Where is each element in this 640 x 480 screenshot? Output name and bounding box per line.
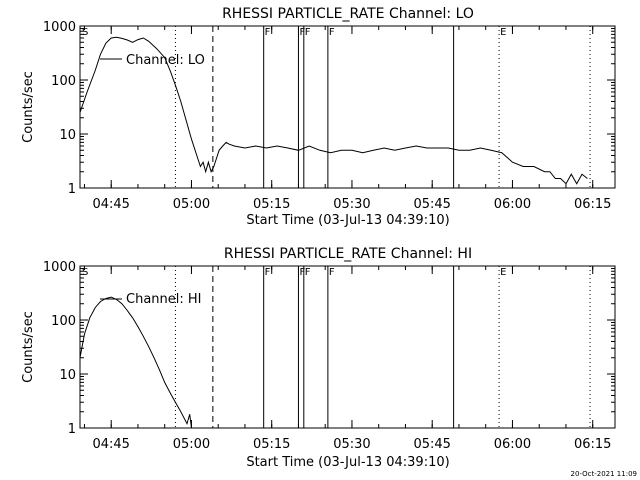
marker-label: E bbox=[500, 27, 506, 38]
marker-label: F bbox=[329, 27, 335, 38]
x-tick-label: 06:00 bbox=[494, 437, 531, 452]
marker-label: F bbox=[265, 27, 271, 38]
x-axis-label-hi: Start Time (03-Jul-13 04:39:10) bbox=[246, 455, 449, 470]
x-tick-label: 06:00 bbox=[494, 197, 531, 212]
y-tick-label: 10 bbox=[59, 128, 76, 143]
footer-timestamp: 20-Oct-2021 11:09 bbox=[571, 470, 637, 478]
series-lo bbox=[80, 36, 588, 185]
marker-label: F bbox=[329, 267, 335, 278]
plot-frame-lo bbox=[79, 25, 616, 189]
x-axis-label-lo: Start Time (03-Jul-13 04:39:10) bbox=[246, 213, 449, 228]
y-axis-label-lo: Counts/sec bbox=[21, 71, 36, 143]
x-tick-label: 05:30 bbox=[333, 437, 370, 452]
y-tick-label: 1000 bbox=[43, 20, 76, 35]
y-tick-label: 10 bbox=[59, 368, 76, 383]
x-tick-label: 06:15 bbox=[574, 197, 611, 212]
panel-hi: RHESSI PARTICLE_RATE Channel: HI Start T… bbox=[21, 246, 616, 470]
marker-label: F bbox=[305, 27, 311, 38]
x-tick-label: 05:15 bbox=[253, 437, 290, 452]
x-tick-label: 05:15 bbox=[253, 197, 290, 212]
marker-label: F bbox=[265, 267, 271, 278]
x-tick-label: 05:45 bbox=[413, 437, 450, 452]
series-line bbox=[80, 296, 192, 428]
marker-label: F bbox=[305, 267, 311, 278]
x-ticks-hi: 04:45 05:00 05:15 05:30 05:45 06:00 06:15 bbox=[83, 266, 611, 452]
y-tick-label: 1000 bbox=[43, 260, 76, 275]
marker-label: E bbox=[500, 267, 506, 278]
y-axis-label-hi: Counts/sec bbox=[21, 311, 36, 383]
plot-frame-hi bbox=[79, 265, 616, 429]
legend-label-hi: Channel: HI bbox=[126, 292, 202, 307]
y-tick-label: 100 bbox=[51, 314, 76, 329]
marker-label: F bbox=[299, 267, 305, 278]
chart-title-hi: RHESSI PARTICLE_RATE Channel: HI bbox=[224, 246, 472, 262]
start-marker-lo: S bbox=[82, 27, 88, 38]
series-line bbox=[80, 36, 588, 185]
y-tick-label: 100 bbox=[51, 74, 76, 89]
y-ticks-lo: 1 10 100 1000 bbox=[43, 20, 615, 197]
x-tick-label: 04:45 bbox=[92, 197, 129, 212]
x-ticks-lo: 04:45 05:00 05:15 05:30 05:45 06:00 06:15 bbox=[83, 26, 611, 212]
x-tick-label: 05:00 bbox=[173, 197, 210, 212]
x-tick-label: 04:45 bbox=[92, 437, 129, 452]
marker-label: F bbox=[299, 27, 305, 38]
chart-title-lo: RHESSI PARTICLE_RATE Channel: LO bbox=[222, 6, 474, 22]
y-tick-label: 1 bbox=[68, 422, 76, 437]
x-tick-label: 06:15 bbox=[574, 437, 611, 452]
y-ticks-hi: 1 10 100 1000 bbox=[43, 260, 615, 437]
x-tick-label: 05:00 bbox=[173, 437, 210, 452]
x-tick-label: 05:45 bbox=[413, 197, 450, 212]
series-hi bbox=[80, 296, 192, 428]
panel-lo: RHESSI PARTICLE_RATE Channel: LO Start T… bbox=[21, 6, 616, 228]
y-tick-label: 1 bbox=[68, 182, 76, 197]
x-tick-label: 05:30 bbox=[333, 197, 370, 212]
start-marker-hi: S bbox=[82, 267, 88, 278]
